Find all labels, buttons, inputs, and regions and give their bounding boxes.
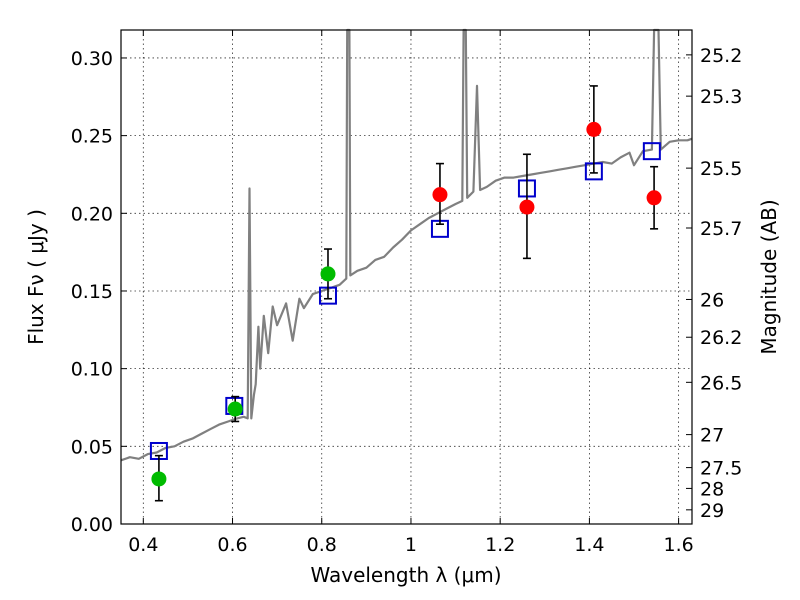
mag-tick-label: 27.5 xyxy=(700,458,742,480)
y-tick-label: 0.30 xyxy=(71,48,113,70)
y-tick-label: 0.10 xyxy=(71,359,113,381)
photometry-point xyxy=(320,266,336,282)
x-tick-label: 1.2 xyxy=(485,534,515,556)
spectrum-layer xyxy=(120,28,693,462)
x-tick-label: 1.6 xyxy=(664,534,694,556)
x-axis-label: Wavelength λ (μm) xyxy=(310,563,501,587)
x-tick-label: 1 xyxy=(405,534,417,556)
mag-tick-label: 25.2 xyxy=(700,45,742,67)
x-tick-label: 0.8 xyxy=(307,534,337,556)
mag-tick-label: 29 xyxy=(700,500,724,522)
photometry-point xyxy=(646,190,662,206)
right-y-axis-label: Magnitude (AB) xyxy=(757,199,781,354)
mag-tick-label: 25.5 xyxy=(700,158,742,180)
mag-tick-label: 26.5 xyxy=(700,372,742,394)
mag-tick-label: 25.3 xyxy=(700,86,742,108)
mag-tick-label: 25.7 xyxy=(700,218,742,240)
y-axis-label: Flux Fν ( μJy ) xyxy=(24,209,48,345)
model-spectrum-line xyxy=(120,28,693,462)
y-tick-label: 0.20 xyxy=(71,203,113,225)
mag-tick-label: 27 xyxy=(700,425,724,447)
y-tick-label: 0.15 xyxy=(71,281,113,303)
mag-tick-label: 28 xyxy=(700,478,724,500)
photometry-point xyxy=(432,187,448,203)
tick-layer: 0.4 0.6 0.8 1 1.2 1.4 1.6 0.00 0.05 0.10 0.15 0.20 0… xyxy=(71,30,742,556)
x-tick-label: 0.4 xyxy=(128,534,158,556)
photometry-point xyxy=(586,121,602,137)
photometry-point xyxy=(227,401,243,417)
y-tick-label: 0.00 xyxy=(71,514,113,536)
x-tick-label: 1.4 xyxy=(574,534,604,556)
photometry-point xyxy=(519,199,535,215)
grid-lines xyxy=(121,30,692,525)
model-photometry-square xyxy=(642,142,661,161)
y-tick-label: 0.25 xyxy=(71,126,113,148)
marker-layer xyxy=(149,85,662,502)
y-tick-label: 0.05 xyxy=(71,436,113,458)
mag-tick-label: 26.2 xyxy=(700,327,742,349)
photometry-point xyxy=(151,471,167,487)
x-tick-label: 0.6 xyxy=(217,534,247,556)
plot-frame xyxy=(120,29,693,525)
mag-tick-label: 26 xyxy=(700,289,724,311)
